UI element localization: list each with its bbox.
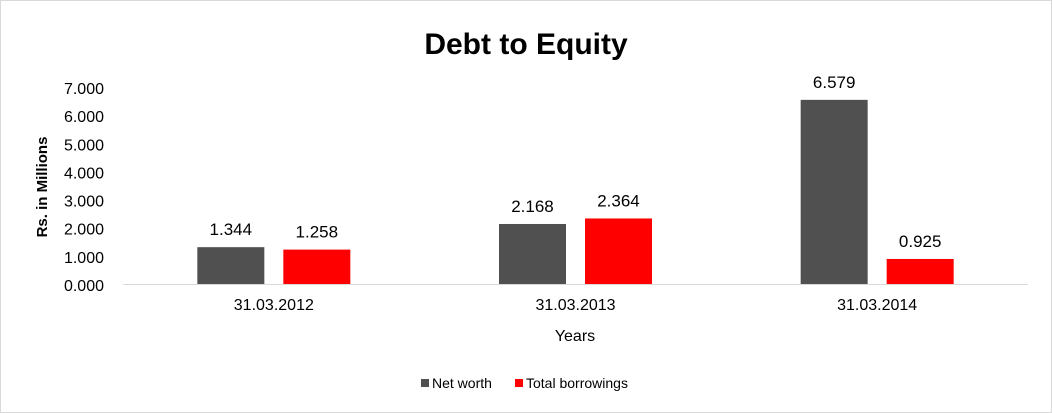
y-tick-label: 0.000 xyxy=(64,278,104,295)
y-axis-ticks: 0.000 1.000 2.000 3.000 4.000 5.000 6.000 7.000 xyxy=(64,81,104,295)
data-label: 0.925 xyxy=(899,232,942,251)
bar xyxy=(197,247,265,285)
data-labels: 1.344 1.258 2.168 2.364 6.579 0.925 xyxy=(210,73,942,251)
x-tick-label: 31.03.2013 xyxy=(535,297,615,314)
y-tick-label: 7.000 xyxy=(64,81,104,98)
y-tick-label: 1.000 xyxy=(64,250,104,267)
legend: Net worth Total borrowings xyxy=(421,375,628,391)
x-axis-categories: 31.03.2012 31.03.2013 31.03.2014 xyxy=(234,297,918,314)
data-label: 2.168 xyxy=(511,197,554,216)
data-label: 1.258 xyxy=(296,223,339,242)
y-tick-label: 4.000 xyxy=(64,165,104,182)
bar xyxy=(585,218,652,285)
x-tick-label: 31.03.2014 xyxy=(837,297,917,314)
y-tick-label: 5.000 xyxy=(64,137,104,154)
bar xyxy=(800,99,868,285)
data-label: 1.344 xyxy=(210,220,253,239)
y-axis-title: Rs. in Millions xyxy=(34,137,51,238)
legend-label: Total borrowings xyxy=(526,375,628,391)
data-label: 2.364 xyxy=(597,191,640,210)
x-axis-title: Years xyxy=(555,328,595,345)
legend-swatch xyxy=(515,379,523,387)
chart-title: Debt to Equity xyxy=(424,28,628,61)
y-tick-label: 3.000 xyxy=(64,194,104,211)
y-tick-label: 2.000 xyxy=(64,222,104,239)
bars xyxy=(197,99,954,285)
bar xyxy=(499,223,566,285)
bar xyxy=(886,258,954,285)
data-label: 6.579 xyxy=(813,73,856,92)
legend-swatch xyxy=(421,379,429,387)
legend-label: Net worth xyxy=(432,375,492,391)
x-tick-label: 31.03.2012 xyxy=(234,297,314,314)
bar xyxy=(283,249,351,285)
y-tick-label: 6.000 xyxy=(64,109,104,126)
